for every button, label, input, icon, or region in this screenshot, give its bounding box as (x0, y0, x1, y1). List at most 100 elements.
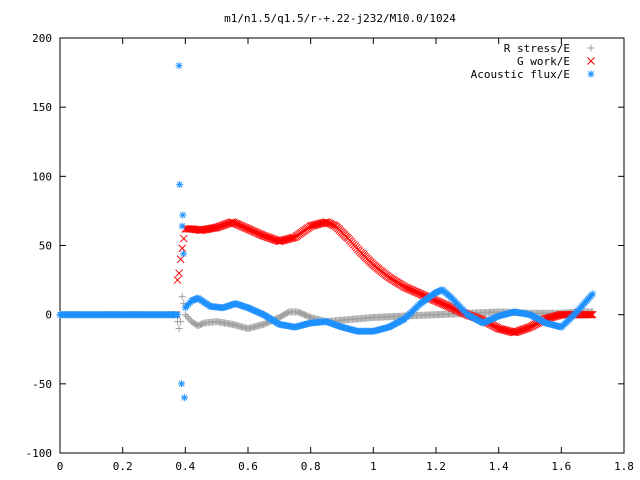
data-point (253, 229, 261, 237)
data-point (415, 289, 423, 298)
data-point (177, 318, 185, 326)
data-point (175, 269, 183, 278)
data-point (288, 234, 297, 242)
data-point (178, 222, 186, 230)
data-point (449, 304, 457, 313)
data-point (251, 228, 260, 237)
data-point (407, 286, 416, 294)
data-point (248, 226, 256, 235)
data-point (447, 303, 456, 312)
y-tick-label: -100 (26, 447, 53, 460)
data-point (179, 234, 188, 243)
data-point (589, 290, 597, 298)
series-1 (172, 218, 597, 337)
x-tick-label: 0.4 (175, 460, 195, 473)
x-tick-label: 0.6 (238, 460, 258, 473)
data-point (524, 323, 533, 332)
data-point (584, 310, 593, 319)
data-point (241, 223, 250, 232)
data-point (231, 219, 239, 227)
data-point (446, 303, 455, 312)
legend-label: G work/E (517, 55, 570, 68)
data-point (255, 230, 264, 238)
y-tick-label: 150 (32, 101, 52, 114)
data-point (245, 225, 254, 234)
legend-label: Acoustic flux/E (471, 68, 570, 81)
data-point (180, 394, 188, 402)
data-point (436, 298, 444, 307)
data-point (402, 283, 410, 292)
data-point (327, 220, 336, 229)
data-point (322, 218, 331, 226)
data-point (406, 285, 414, 294)
data-point (179, 250, 187, 258)
y-tick-label: 50 (39, 240, 52, 253)
data-point (523, 324, 532, 332)
x-tick-label: 0 (57, 460, 64, 473)
y-tick-label: 0 (45, 309, 52, 322)
data-point (229, 218, 238, 227)
data-point (587, 310, 596, 319)
data-point (441, 301, 449, 309)
y-axis: -100 -50 0 50 100 150 200 (26, 32, 624, 460)
x-tick-label: 1 (370, 460, 377, 473)
data-point (408, 286, 417, 295)
x-tick-label: 0.8 (301, 460, 321, 473)
data-point (178, 293, 186, 301)
data-point (412, 288, 421, 297)
x-tick-label: 1.2 (426, 460, 446, 473)
data-point (244, 225, 252, 233)
data-point (258, 231, 267, 240)
data-point (586, 310, 594, 319)
data-point (178, 244, 187, 253)
legend-marker (587, 70, 595, 78)
data-point (325, 219, 333, 228)
data-point (445, 302, 453, 311)
data-point (400, 283, 409, 291)
y-tick-label: 200 (32, 32, 52, 45)
data-point (236, 221, 245, 230)
x-tick-label: 1.8 (614, 460, 634, 473)
series-2 (56, 62, 597, 402)
data-point (183, 312, 191, 320)
data-point (238, 222, 247, 231)
data-point (232, 219, 241, 228)
data-point (417, 290, 426, 299)
data-point (404, 284, 413, 293)
data-point (179, 211, 187, 219)
x-tick-label: 0.2 (113, 460, 133, 473)
data-point (175, 325, 183, 332)
data-point (178, 380, 186, 388)
data-point (175, 62, 183, 70)
x-axis: 0 0.2 0.4 0.6 0.8 1 1.2 1.4 1.6 1.8 (57, 38, 634, 473)
data-point (416, 290, 425, 298)
data-point (439, 300, 448, 309)
data-point (433, 297, 442, 306)
data-point (181, 311, 189, 319)
data-point (257, 230, 265, 239)
data-point (438, 299, 447, 308)
data-point (323, 218, 332, 227)
data-point (235, 221, 243, 229)
data-point (173, 276, 182, 284)
data-point (246, 226, 255, 234)
data-point (250, 227, 259, 236)
data-point (437, 299, 446, 307)
legend-marker (587, 57, 595, 65)
data-point (326, 219, 335, 228)
plot-frame (59, 37, 625, 454)
x-tick-label: 1.6 (551, 460, 571, 473)
data-point (237, 222, 246, 230)
data-point (434, 298, 443, 306)
data-point (289, 233, 298, 242)
data-point (588, 310, 597, 319)
data-point (329, 221, 337, 229)
plot-area (59, 37, 625, 454)
data-point (176, 181, 184, 189)
x-tick-label: 1.4 (489, 460, 509, 473)
y-tick-label: -50 (32, 378, 52, 391)
data-point (174, 311, 181, 319)
data-point (184, 314, 192, 322)
